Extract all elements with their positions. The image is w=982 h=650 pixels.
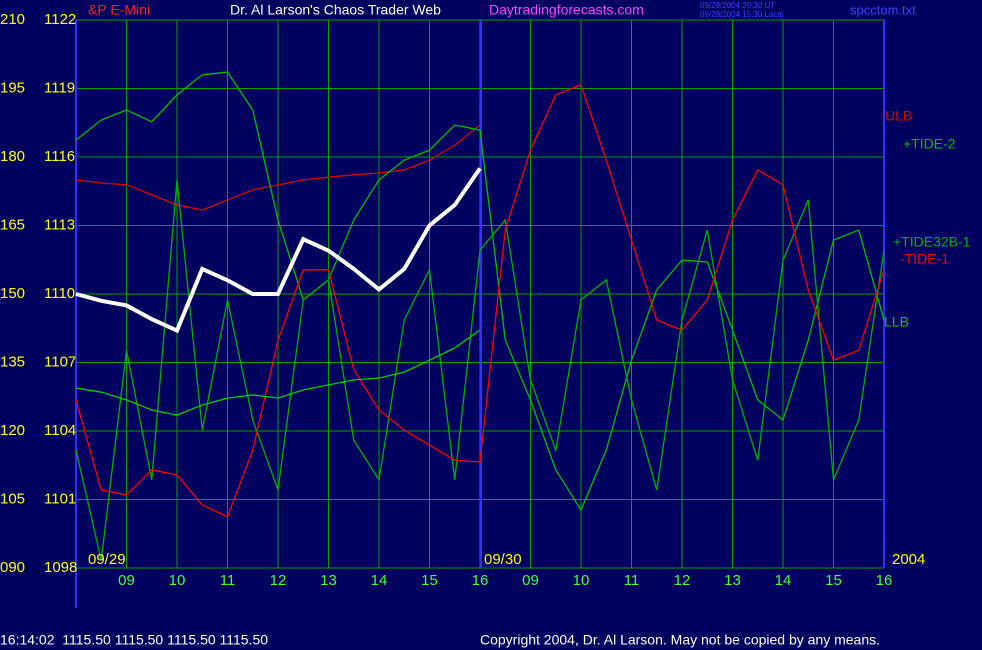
date-label: 09/30 bbox=[484, 551, 522, 568]
legend-label: ULB bbox=[885, 108, 912, 124]
y2-tick-label: 1101 bbox=[44, 490, 76, 507]
legend-label: +TIDE32B-1 bbox=[893, 234, 971, 250]
series-lines bbox=[75, 71, 885, 561]
file-name: spcctom.txt bbox=[850, 2, 916, 17]
site: Daytradingforecasts.com bbox=[489, 2, 644, 18]
timestamp: 09/29/2004 15:30 Local bbox=[700, 10, 784, 19]
y-tick-label: 120 bbox=[0, 422, 25, 439]
y-tick-label: 150 bbox=[0, 285, 25, 302]
series-line bbox=[75, 83, 885, 518]
x-tick-label: 16 bbox=[472, 572, 489, 589]
y2-tick-label: 1122 bbox=[44, 11, 76, 28]
y-tick-label: 180 bbox=[0, 148, 25, 165]
y-tick-label: 105 bbox=[0, 490, 25, 507]
series-line bbox=[75, 179, 885, 561]
y2-tick-label: 1116 bbox=[44, 148, 75, 165]
series-line bbox=[75, 124, 481, 211]
x-tick-label: 15 bbox=[421, 572, 438, 589]
x-tick-label: 14 bbox=[371, 572, 388, 589]
x-tick-label: 12 bbox=[674, 572, 691, 589]
y2-tick-label: 1104 bbox=[44, 422, 76, 439]
copyright: Copyright 2004, Dr. Al Larson. May not b… bbox=[480, 632, 880, 648]
y-tick-label: 135 bbox=[0, 353, 25, 370]
legend-label: -TIDE-1 bbox=[900, 251, 949, 267]
y-tick-label: 210 bbox=[0, 11, 25, 28]
x-tick-label: 13 bbox=[724, 572, 741, 589]
x-tick-label: 14 bbox=[775, 572, 792, 589]
legend-label: +TIDE-2 bbox=[903, 136, 956, 152]
chart-title: Dr. Al Larson's Chaos Trader Web bbox=[230, 2, 441, 18]
status: 16:14:02 1115.50 1115.50 1115.50 1115.50 bbox=[0, 632, 268, 648]
instrument: &P E-Mini bbox=[88, 2, 150, 18]
x-tick-label: 15 bbox=[825, 572, 842, 589]
series-line bbox=[75, 71, 885, 512]
x-tick-label: 10 bbox=[573, 572, 590, 589]
y2-tick-label: 1110 bbox=[44, 285, 75, 302]
y-tick-label: 090 bbox=[0, 559, 25, 576]
series-line bbox=[75, 329, 481, 416]
x-tick-label: 13 bbox=[320, 572, 337, 589]
y2-tick-label: 1098 bbox=[44, 559, 77, 576]
timestamp: 09/29/2004 20:30 UT bbox=[700, 1, 775, 10]
y-tick-label: 195 bbox=[0, 79, 25, 96]
x-tick-label: 11 bbox=[624, 572, 640, 589]
y2-tick-label: 1107 bbox=[44, 353, 76, 370]
y-tick-label: 165 bbox=[0, 216, 25, 233]
x-tick-label: 09 bbox=[118, 572, 135, 589]
y2-tick-label: 1119 bbox=[44, 79, 75, 96]
x-tick-label: 09 bbox=[522, 572, 539, 589]
date-label: 2004 bbox=[892, 551, 925, 568]
legend-label: LLB bbox=[884, 314, 909, 330]
date-label: 09/29 bbox=[88, 551, 126, 568]
y2-tick-label: 1113 bbox=[44, 216, 75, 233]
x-tick-label: 16 bbox=[876, 572, 893, 589]
x-tick-label: 10 bbox=[169, 572, 186, 589]
x-tick-label: 11 bbox=[220, 572, 236, 589]
series-line bbox=[75, 167, 482, 334]
x-tick-label: 12 bbox=[270, 572, 287, 589]
